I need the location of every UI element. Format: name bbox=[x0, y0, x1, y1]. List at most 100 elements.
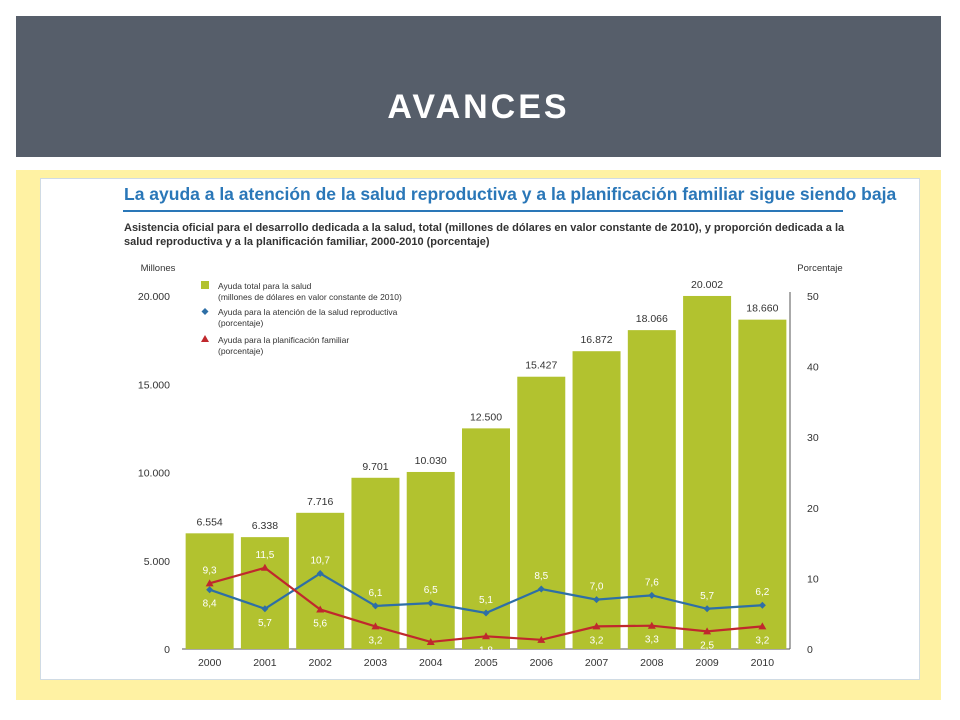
legend-label: Ayuda para la planificación familiar bbox=[218, 335, 349, 345]
x-tick-label: 2010 bbox=[751, 657, 775, 669]
y2-tick-label: 40 bbox=[807, 362, 819, 374]
x-tick-label: 2006 bbox=[530, 657, 554, 669]
triangle-marker bbox=[426, 637, 435, 645]
point-label: 5,1 bbox=[479, 595, 493, 606]
slide-title-bar: AVANCES bbox=[16, 16, 941, 157]
x-tick-label: 2004 bbox=[419, 657, 443, 669]
point-label: 6,2 bbox=[755, 587, 769, 598]
x-tick-label: 2000 bbox=[198, 657, 222, 669]
x-tick-label: 2001 bbox=[253, 657, 277, 669]
y2-tick-label: 10 bbox=[807, 573, 819, 585]
figure-title: La ayuda a la atención de la salud repro… bbox=[124, 184, 897, 204]
triangle-marker bbox=[205, 579, 214, 587]
bar-value-label: 18.066 bbox=[636, 313, 668, 325]
y-tick-label: 20.000 bbox=[138, 291, 170, 303]
title-rule bbox=[123, 210, 843, 212]
x-tick-label: 2002 bbox=[309, 657, 333, 669]
bar-value-label: 18.660 bbox=[746, 303, 778, 315]
point-label: 8,4 bbox=[203, 599, 217, 610]
bar bbox=[683, 295, 732, 649]
point-label: 5,6 bbox=[313, 618, 327, 629]
bar bbox=[240, 537, 289, 649]
x-tick-label: 2009 bbox=[695, 657, 719, 669]
y2-tick-label: 50 bbox=[807, 291, 819, 303]
diamond-marker bbox=[482, 609, 490, 617]
legend-swatch-reproductive bbox=[201, 308, 209, 315]
point-label: 9,3 bbox=[203, 565, 217, 576]
bar-value-label: 9.701 bbox=[362, 461, 388, 473]
legend-swatch-bars bbox=[201, 281, 209, 289]
legend-note: (porcentaje) bbox=[218, 318, 264, 328]
point-label: 1,0 bbox=[424, 651, 438, 662]
bar-value-label: 20.002 bbox=[691, 279, 723, 291]
triangle-marker bbox=[482, 632, 490, 640]
point-label: 7,6 bbox=[645, 577, 659, 588]
triangle-marker bbox=[592, 622, 601, 630]
bar bbox=[406, 471, 455, 649]
point-label: 6,5 bbox=[424, 585, 438, 596]
point-label: 1,3 bbox=[534, 649, 548, 660]
bar-value-label: 6.554 bbox=[196, 516, 222, 528]
diamond-marker bbox=[758, 601, 766, 609]
diamond-marker bbox=[206, 586, 214, 594]
y-axis-title: Millones bbox=[141, 263, 176, 274]
chart-legend: Ayuda total para la salud(millones de dó… bbox=[201, 281, 402, 356]
legend-note: (porcentaje) bbox=[218, 346, 264, 356]
bar-value-label: 15.427 bbox=[525, 360, 557, 372]
diamond-marker bbox=[427, 599, 435, 607]
point-label: 6,1 bbox=[369, 588, 383, 599]
diamond-marker bbox=[593, 596, 601, 604]
triangle-marker bbox=[371, 622, 380, 630]
bar bbox=[627, 330, 676, 649]
y-tick-label: 10.000 bbox=[138, 468, 170, 480]
y-tick-label: 5.000 bbox=[144, 556, 170, 568]
y-tick-label: 15.000 bbox=[138, 379, 170, 391]
diamond-marker bbox=[261, 605, 269, 613]
legend-note: (millones de dólares en valor constante … bbox=[218, 292, 402, 302]
y2-tick-label: 20 bbox=[807, 503, 819, 515]
legend-label: Ayuda total para la salud bbox=[218, 281, 312, 291]
point-label: 5,7 bbox=[700, 591, 714, 602]
bar-value-labels: 6.554 6.338 7.716 9.701 10.030 12.500 15.427 16… bbox=[196, 279, 778, 532]
bar-value-label: 6.338 bbox=[252, 520, 278, 532]
point-label: 11,5 bbox=[256, 550, 275, 561]
diamond-marker bbox=[371, 602, 379, 610]
bar bbox=[517, 376, 566, 649]
legend-swatch-family-planning bbox=[201, 335, 209, 342]
point-label: 10,7 bbox=[310, 555, 330, 566]
point-label: 8,5 bbox=[534, 571, 548, 582]
y2-axis-title: Porcentaje bbox=[797, 263, 842, 274]
bar bbox=[296, 512, 345, 649]
figure-subtitle: Asistencia oficial para el desarrollo de… bbox=[124, 222, 845, 248]
triangle-marker bbox=[703, 627, 712, 635]
y2-tick-label: 0 bbox=[807, 644, 813, 656]
bar-value-label: 12.500 bbox=[470, 411, 502, 423]
bar-value-label: 10.030 bbox=[415, 455, 447, 467]
point-label: 3,2 bbox=[755, 635, 769, 646]
x-tick-label: 2008 bbox=[640, 657, 664, 669]
diamond-marker bbox=[703, 605, 711, 613]
point-label: 3,2 bbox=[590, 635, 604, 646]
triangle-marker bbox=[537, 635, 546, 643]
slide-title: AVANCES bbox=[387, 88, 570, 126]
diamond-marker bbox=[537, 585, 545, 593]
triangle-marker bbox=[647, 621, 656, 629]
point-label: 2,5 bbox=[700, 640, 714, 651]
triangle-marker bbox=[758, 622, 767, 630]
triangle-marker bbox=[316, 605, 325, 613]
y-tick-label: 0 bbox=[164, 644, 170, 656]
diamond-marker bbox=[316, 569, 324, 577]
triangle-marker bbox=[260, 563, 269, 571]
x-tick-label: 2005 bbox=[474, 657, 498, 669]
x-tick-label: 2007 bbox=[585, 657, 609, 669]
line-series: 8,4 5,7 10,7 6,1 6,5 5,1 8,5 7,0 7,6 5,7 6,2 9,3 11,… bbox=[203, 550, 770, 662]
bar bbox=[738, 319, 787, 649]
bar bbox=[572, 351, 621, 649]
x-tick-label: 2003 bbox=[364, 657, 388, 669]
bar-value-label: 16.872 bbox=[580, 334, 612, 346]
point-label: 3,2 bbox=[369, 635, 383, 646]
y2-tick-label: 30 bbox=[807, 432, 819, 444]
point-label: 7,0 bbox=[590, 582, 604, 593]
point-label: 5,7 bbox=[258, 618, 272, 629]
